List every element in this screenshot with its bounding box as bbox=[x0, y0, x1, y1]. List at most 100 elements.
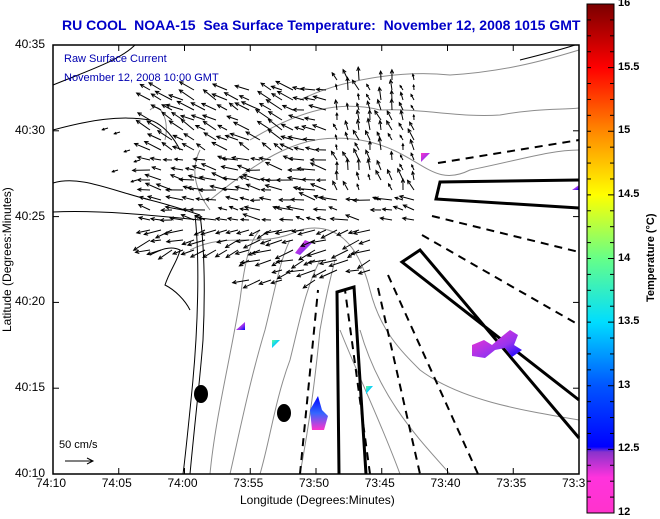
x-tick-label: 74:10 bbox=[36, 476, 67, 490]
current-vector bbox=[271, 259, 283, 267]
current-vector bbox=[194, 124, 206, 131]
current-vector bbox=[296, 166, 316, 171]
current-vector bbox=[263, 229, 283, 235]
x-axis-title: Longitude (Degrees:Minutes) bbox=[240, 493, 395, 507]
current-vector bbox=[387, 132, 393, 141]
current-vector bbox=[290, 259, 305, 269]
current-vector bbox=[306, 249, 327, 258]
current-vector bbox=[307, 259, 327, 265]
y-axis-title: Latitude (Degrees:Minutes) bbox=[0, 187, 14, 332]
current-vector bbox=[200, 163, 217, 171]
current-vector bbox=[146, 249, 162, 256]
current-vector bbox=[144, 182, 162, 191]
current-vector bbox=[285, 205, 305, 211]
current-vector bbox=[286, 175, 305, 181]
current-vector bbox=[234, 102, 250, 111]
current-vector bbox=[411, 73, 415, 81]
current-vector bbox=[397, 167, 404, 181]
current-vector bbox=[356, 183, 360, 191]
sst-patch bbox=[236, 322, 245, 330]
current-vector bbox=[302, 279, 316, 289]
current-vector bbox=[224, 195, 239, 201]
y-tick-label: 40:35 bbox=[15, 37, 46, 51]
current-vector bbox=[230, 155, 250, 161]
current-vector bbox=[179, 114, 195, 121]
current-vector bbox=[258, 196, 272, 201]
current-vector bbox=[389, 97, 394, 111]
x-tick-label: 73:45 bbox=[364, 476, 395, 490]
current-vector bbox=[261, 142, 272, 151]
current-vector bbox=[150, 93, 162, 101]
current-vector bbox=[198, 175, 217, 181]
current-vector bbox=[113, 131, 121, 135]
current-vector bbox=[315, 229, 327, 235]
current-vector bbox=[275, 259, 294, 264]
current-vector bbox=[202, 249, 217, 258]
current-vector bbox=[197, 187, 217, 193]
current-vector bbox=[181, 195, 195, 201]
current-vector bbox=[234, 249, 250, 256]
current-vector bbox=[398, 122, 404, 131]
current-vector bbox=[168, 94, 184, 101]
figure-title: RU COOL NOAA-15 Sea Surface Temperature:… bbox=[62, 17, 581, 33]
dashed-line bbox=[437, 139, 580, 164]
current-vector bbox=[214, 229, 228, 235]
sst-patch bbox=[272, 340, 280, 348]
dashed-line bbox=[421, 234, 580, 326]
current-vector bbox=[347, 229, 360, 235]
dashed-transect-lines bbox=[299, 139, 580, 475]
current-vector bbox=[183, 133, 195, 141]
current-vector bbox=[379, 216, 393, 221]
current-vector bbox=[344, 119, 349, 131]
current-vector bbox=[281, 104, 294, 111]
current-vector bbox=[101, 127, 109, 131]
current-vector bbox=[309, 183, 327, 191]
y-tick-label: 40:15 bbox=[15, 380, 46, 395]
current-vector bbox=[195, 197, 206, 202]
current-vector bbox=[357, 269, 371, 275]
current-vector bbox=[375, 169, 382, 181]
current-vector bbox=[164, 205, 184, 211]
current-vector bbox=[215, 135, 228, 141]
current-vector bbox=[211, 83, 228, 91]
current-vector bbox=[318, 269, 338, 279]
current-vector bbox=[111, 169, 119, 173]
current-vector bbox=[309, 157, 327, 163]
coastline-path bbox=[149, 247, 191, 311]
current-vector bbox=[226, 115, 239, 121]
current-vector bbox=[258, 156, 272, 161]
colorbar-tick-label: 14.5 bbox=[618, 187, 640, 200]
current-vector bbox=[335, 111, 339, 121]
current-vector bbox=[242, 279, 261, 289]
current-vector bbox=[159, 217, 173, 223]
current-vector bbox=[365, 149, 371, 161]
current-vector bbox=[203, 132, 217, 141]
x-tick-label: 73:3 bbox=[562, 476, 586, 490]
current-vector bbox=[378, 69, 383, 81]
current-vector bbox=[373, 196, 393, 201]
current-vector bbox=[285, 269, 305, 274]
current-vector bbox=[302, 137, 316, 142]
coastline-path bbox=[52, 211, 201, 221]
current-vector bbox=[274, 229, 294, 235]
current-vector bbox=[234, 185, 250, 191]
current-vector bbox=[148, 82, 162, 91]
current-vector bbox=[160, 207, 173, 213]
current-vector bbox=[181, 239, 195, 246]
current-vector bbox=[399, 154, 404, 161]
current-vector bbox=[270, 85, 283, 91]
current-vector bbox=[170, 166, 184, 171]
current-vector bbox=[156, 130, 173, 141]
x-tick-label: 74:05 bbox=[101, 476, 132, 490]
current-vector bbox=[256, 229, 272, 239]
current-vector bbox=[287, 156, 305, 162]
current-vector bbox=[389, 89, 394, 101]
current-vector bbox=[388, 78, 394, 91]
current-vector bbox=[178, 177, 195, 182]
current-vector bbox=[232, 121, 250, 131]
overlay-current-time: November 12, 2008 10:00 GMT bbox=[64, 72, 219, 84]
current-vector bbox=[132, 239, 151, 251]
current-vector bbox=[238, 95, 250, 101]
current-vector bbox=[409, 121, 415, 131]
current-vector bbox=[381, 207, 393, 212]
